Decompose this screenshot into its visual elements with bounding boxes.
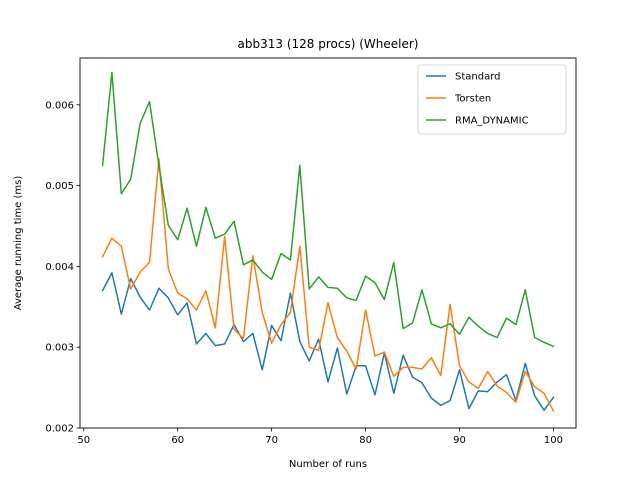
x-axis-label: Number of runs [289, 459, 367, 470]
legend-label-0: Standard [455, 72, 501, 83]
legend-box [417, 64, 567, 135]
series-line-2 [101, 71, 555, 348]
legend-label-2: RMA_DYNAMIC [455, 116, 529, 127]
x-tick-label-0: 50 [77, 435, 90, 446]
legend-label-1: Torsten [454, 94, 491, 105]
x-tick-label-3: 80 [359, 435, 372, 446]
x-axis: 50 60 70 80 90 100 [77, 428, 563, 446]
x-tick-label-5: 100 [544, 435, 563, 446]
y-axis-label: Average running time (ms) [13, 176, 24, 311]
y-tick-label-4: 0.006 [45, 100, 74, 111]
series-line-0 [101, 272, 555, 411]
legend: Standard Torsten RMA_DYNAMIC [417, 64, 567, 135]
x-tick-label-1: 60 [171, 435, 184, 446]
y-tick-label-2: 0.004 [45, 262, 74, 273]
y-tick-label-0: 0.002 [45, 424, 74, 435]
plot-frame [79, 57, 577, 429]
y-tick-label-3: 0.005 [45, 181, 74, 192]
y-axis: 0.002 0.003 0.004 0.005 0.006 [45, 100, 80, 435]
series-line-1 [101, 158, 555, 413]
chart-title: abb313 (128 procs) (Wheeler) [238, 37, 419, 51]
series-layer [101, 71, 555, 413]
x-tick-label-2: 70 [265, 435, 278, 446]
x-tick-label-4: 90 [453, 435, 466, 446]
y-tick-label-1: 0.003 [45, 343, 74, 354]
